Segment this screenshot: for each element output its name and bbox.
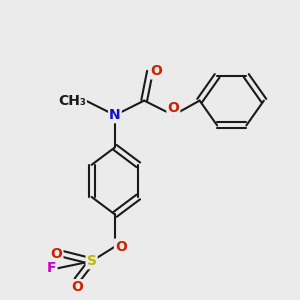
- Text: CH₃: CH₃: [58, 94, 86, 108]
- Text: O: O: [167, 101, 179, 115]
- Text: O: O: [71, 280, 83, 294]
- Text: O: O: [115, 240, 127, 254]
- Text: O: O: [150, 64, 162, 78]
- Text: F: F: [47, 262, 57, 275]
- Text: S: S: [87, 254, 97, 268]
- Text: O: O: [50, 247, 62, 261]
- Text: N: N: [109, 108, 121, 122]
